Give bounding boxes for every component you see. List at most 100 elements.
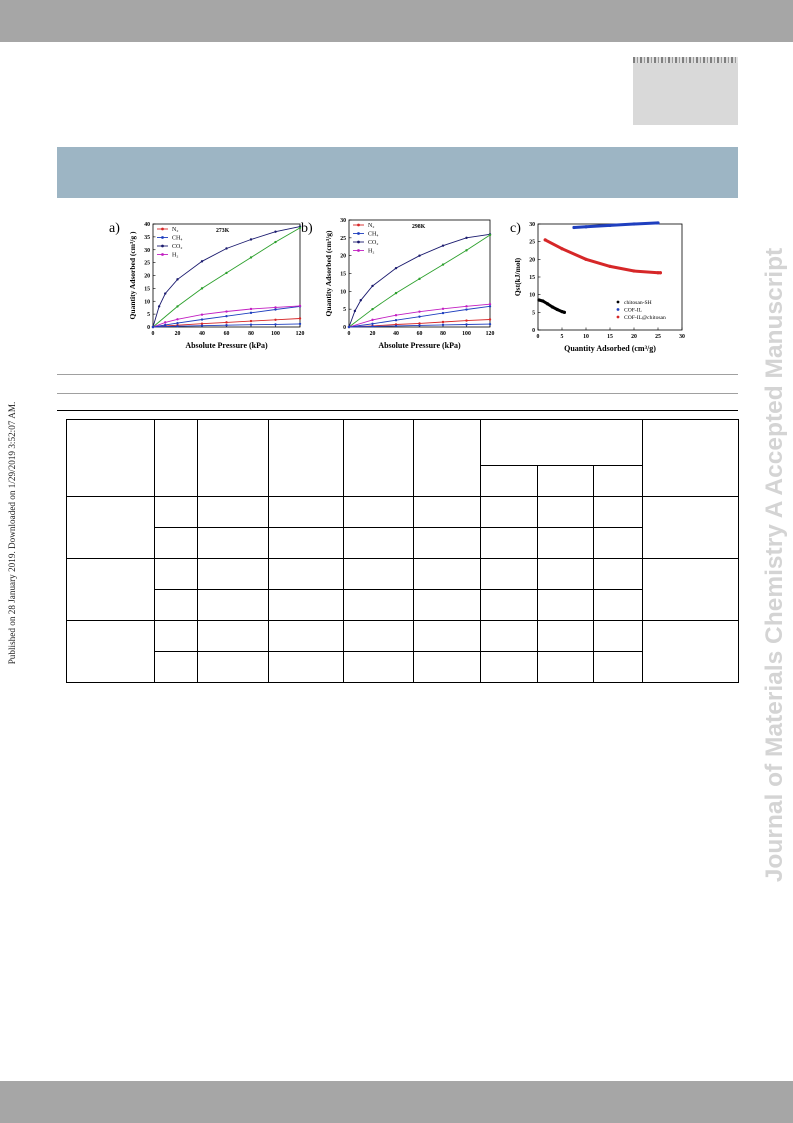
- y-tick-label: 35: [144, 235, 150, 241]
- figure: a) b) c) 0 20 40 60 80 100 120 0 5 10 15 20 25 30 35 40…: [100, 212, 700, 367]
- data-point: [418, 315, 421, 318]
- table-cell: [197, 620, 269, 652]
- table-cell: [537, 620, 594, 652]
- table-cell: [343, 419, 414, 497]
- panel-label-c: c): [510, 221, 521, 236]
- data-point: [274, 230, 277, 233]
- table-cell: [593, 465, 643, 497]
- data-point: [465, 249, 468, 252]
- legend-label: H₂: [172, 253, 178, 259]
- legend-marker: [161, 244, 164, 248]
- data-point: [441, 307, 445, 311]
- legend-marker: [357, 240, 360, 244]
- data-point: [164, 292, 167, 295]
- y-tick-label: 20: [340, 254, 346, 260]
- table-cell: [537, 496, 594, 528]
- panel-label-b: b): [301, 221, 313, 236]
- table-row: [66, 419, 739, 497]
- table-cell: [537, 527, 594, 559]
- data-point: [465, 236, 468, 240]
- data-point: [298, 304, 302, 308]
- data-point: [359, 299, 362, 302]
- x-tick-label: 80: [248, 331, 254, 337]
- data-point: [394, 319, 398, 322]
- table-cell: [268, 651, 344, 683]
- data-point: [249, 307, 253, 311]
- rule-middle: [57, 393, 738, 394]
- legend-label: CO₂: [368, 240, 378, 246]
- data-point: [298, 317, 302, 320]
- table-cell: [154, 527, 198, 559]
- data-point: [249, 319, 253, 323]
- data-point: [541, 299, 545, 303]
- y-tick-label: 5: [147, 312, 150, 318]
- table-cell: [480, 651, 538, 683]
- table-row: [67, 589, 739, 621]
- x-tick-label: 20: [631, 334, 637, 340]
- data-point: [200, 324, 204, 327]
- data-point: [465, 319, 468, 322]
- table-cell: [268, 589, 344, 621]
- data-point: [200, 260, 204, 263]
- table-cell: [343, 620, 414, 652]
- table-cell: [154, 589, 198, 621]
- data-point: [488, 322, 492, 326]
- table-cell: [66, 419, 155, 497]
- data-point: [465, 305, 468, 308]
- table-cell: [480, 527, 538, 559]
- table-cell: [154, 651, 198, 683]
- table-cell: [642, 558, 739, 621]
- table-cell: [413, 527, 481, 559]
- legend-label: CH₄: [172, 236, 182, 242]
- legend-label: N₂: [172, 227, 178, 233]
- data-point: [225, 321, 228, 324]
- data-point: [176, 278, 179, 281]
- table-cell: [343, 496, 414, 528]
- table-cell: [66, 620, 155, 683]
- data-point: [488, 233, 492, 237]
- y-tick-label: 25: [340, 236, 346, 242]
- x-tick-label: 30: [679, 334, 685, 340]
- y-tick-label: 25: [144, 261, 150, 267]
- table-cell: [197, 496, 269, 528]
- x-tick-label: 40: [393, 331, 399, 337]
- data-point: [394, 291, 398, 295]
- data-point: [555, 307, 559, 312]
- title-banner: [57, 147, 738, 198]
- y-axis-label: Qst(kJ/mol): [513, 257, 522, 296]
- table-cell: [642, 419, 739, 497]
- table-row: [66, 496, 739, 559]
- data-point: [441, 323, 445, 327]
- y-tick-label: 5: [532, 310, 535, 316]
- table-row: [66, 620, 739, 683]
- data-point: [298, 322, 302, 326]
- x-tick-label: 60: [224, 331, 230, 337]
- y-tick-label: 15: [529, 275, 535, 281]
- data-point: [371, 307, 374, 311]
- data-point: [441, 320, 445, 324]
- table-cell: [343, 558, 414, 590]
- x-tick-label: 10: [583, 334, 589, 340]
- data-point: [584, 225, 588, 229]
- data-point: [656, 221, 660, 225]
- table-cell: [343, 589, 414, 621]
- table-row: [67, 651, 739, 683]
- x-tick-label: 0: [348, 331, 351, 337]
- data-point: [200, 287, 204, 290]
- data-point: [488, 305, 492, 308]
- x-tick-label: 40: [199, 331, 205, 337]
- data-point: [371, 284, 374, 288]
- legend-label: CO₂: [172, 244, 182, 250]
- published-note-text: Published on 28 January 2019. Downloaded…: [7, 401, 17, 665]
- data-table: [66, 419, 739, 683]
- rule-bottom: [57, 410, 738, 411]
- table-cell: [154, 496, 198, 528]
- y-axis-label: Quantity Adsorbed (cm³/g): [324, 230, 333, 317]
- table-cell: [537, 465, 594, 497]
- table-cell: [154, 620, 198, 652]
- y-tick-label: 30: [144, 248, 150, 254]
- data-point: [176, 305, 179, 308]
- chart-c: 0 5 10 15 20 25 30 0 5 10 15 20 25 30 Quantity Adsorbe…: [513, 221, 685, 353]
- table-cell: [343, 651, 414, 683]
- y-tick-label: 10: [529, 293, 535, 299]
